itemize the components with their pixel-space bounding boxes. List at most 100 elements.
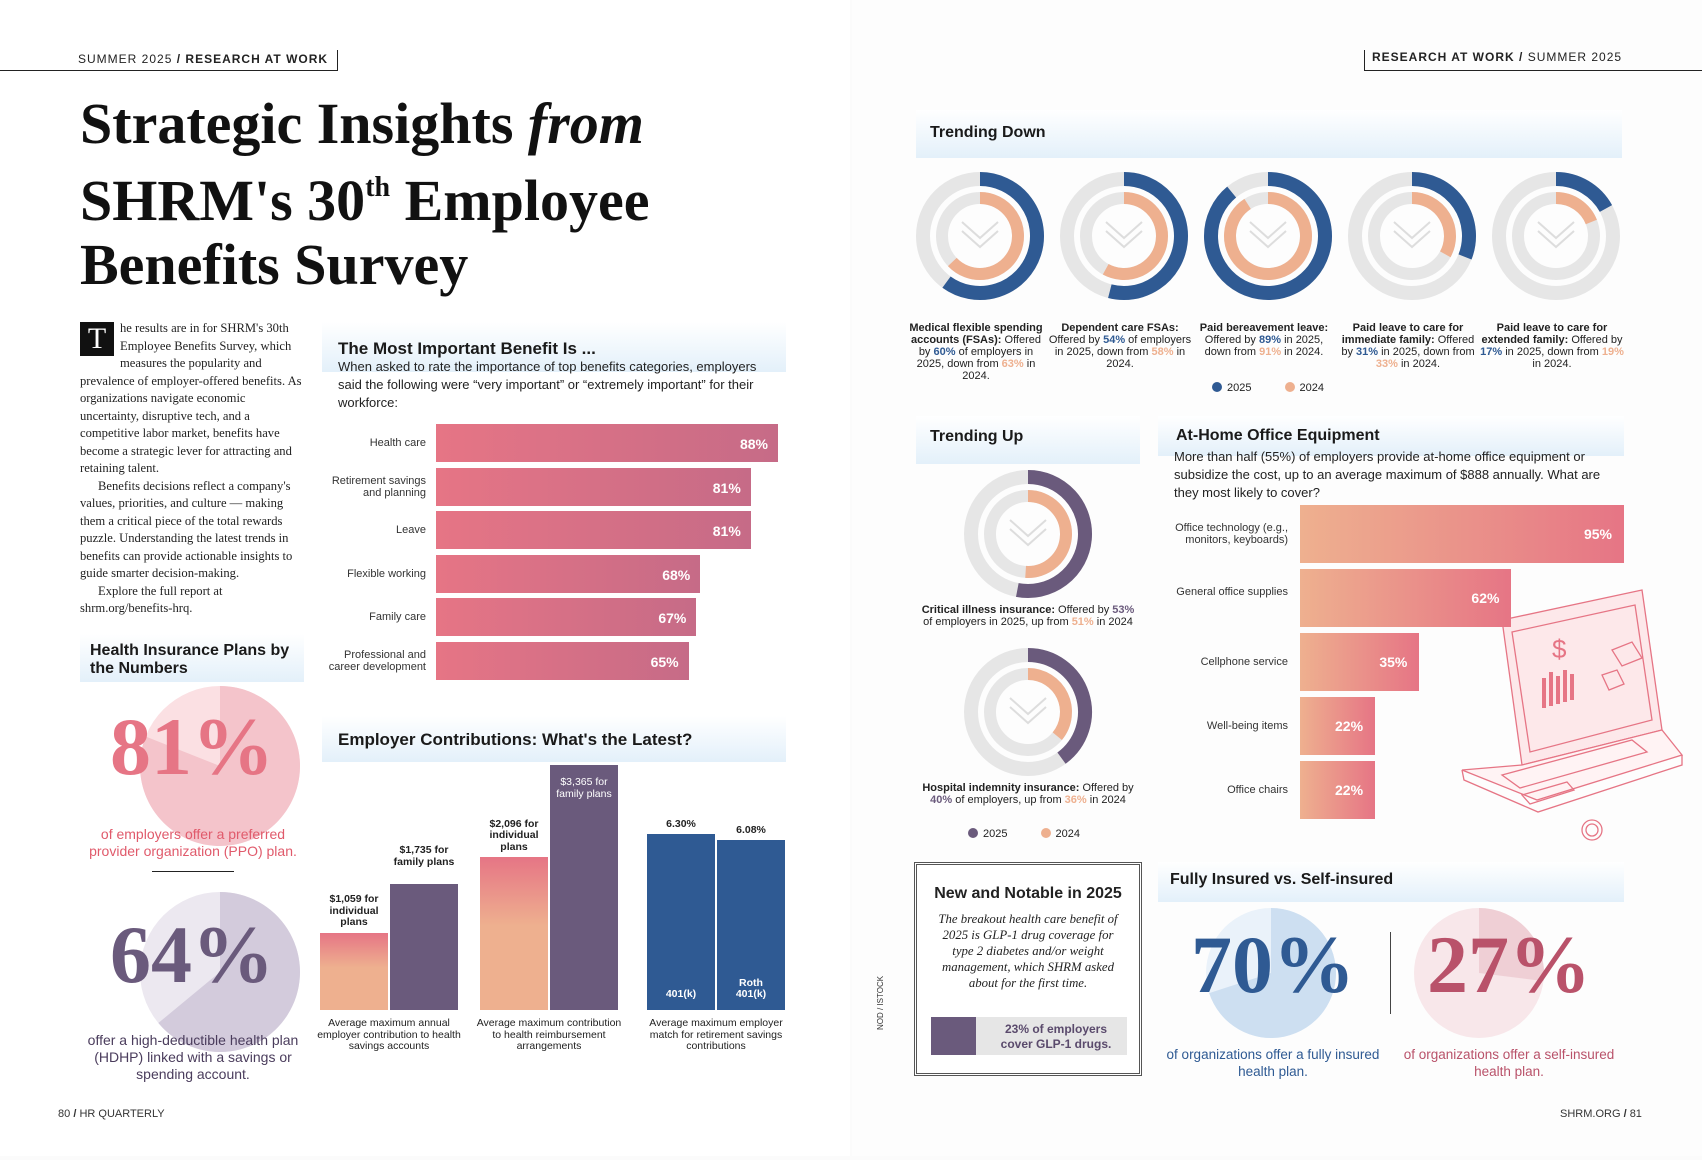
trend-caption: Paid leave to care for extended family: … [1480,322,1624,370]
title-part: Benefits Survey [80,232,469,297]
caption-text: in 2024. [962,358,1036,382]
trend-donut [1060,172,1188,300]
caption-bold: Hospital indemnity insurance: [922,782,1080,794]
running-header-right: RESEARCH AT WORK / SUMMER 2025 [1372,50,1622,64]
caption-bold: Paid leave to care for extended family: [1481,322,1608,346]
intro-paragraph: Explore the full report at shrm.org/bene… [80,583,223,616]
caption-bold: Paid bereavement leave: [1199,322,1329,334]
title-italic: from [527,91,644,156]
important-benefit-heading: The Most Important Benefit Is ... [322,322,786,372]
publication-name: HR QUARTERLY [79,1108,165,1120]
value-2024-arc [1224,192,1312,280]
office-label: Well-being items [1206,720,1288,732]
benefit-label: Flexible working [347,567,426,580]
trend-caption: Dependent care FSAs: Offered by 54% of e… [1048,322,1192,370]
benefit-bar: 81% [436,467,751,506]
caption-text: Offered by [918,334,1042,358]
running-header-left: SUMMER 2025 / RESEARCH AT WORK [78,52,328,66]
trend-caption: Paid bereavement leave: Offered by 89% i… [1192,322,1336,358]
home-office-heading: At-Home Office Equipment [1158,416,1624,456]
value-2024: 51% [1071,616,1094,628]
bar-value-label: $3,365 for family plans [556,776,612,800]
trend-caption: Medical flexible spending accounts (FSAs… [904,322,1048,382]
trend-donut [964,470,1092,598]
value-2024: 36% [1064,794,1087,806]
caption-text: in 2025, down from [1204,334,1324,358]
trend-donut [1348,172,1476,300]
benefit-label: Retirement savings and planning [331,474,426,499]
chevron-icon [1537,221,1575,249]
caption-bold: Paid leave to care for immediate family: [1341,322,1464,346]
trend-donut [1492,172,1620,300]
office-bar: 35% [1300,633,1420,691]
hdhp-caption: offer a high-deductible health plan (HDH… [87,1032,299,1082]
contributions-heading: Employer Contributions: What's the Lates… [322,716,786,762]
caption-text: in 2025, down from [1502,346,1602,358]
drop-cap: T [80,322,114,356]
footer-slash: / [1623,1108,1627,1120]
insured-divider [1390,932,1391,1014]
bar-value-label: 6.30% [666,817,696,830]
value-2024: 58% [1151,346,1174,358]
glp1-bar-fill [931,1017,977,1055]
ppo-stat: 81% [110,701,274,792]
title-part: Strategic Insights [80,91,514,156]
right-page: RESEARCH AT WORK / SUMMER 2025 Trending … [852,0,1702,1156]
value-2024: 19% [1601,346,1624,358]
value-2025-arc [1555,172,1613,213]
page-number: 80 [58,1108,71,1120]
notable-body: The breakout health care benefit of 2025… [938,912,1118,990]
insured-heading: Fully Insured vs. Self-insured [1158,862,1624,902]
value-2024: 91% [1259,346,1282,358]
hdhp-donut-slice [158,892,300,1052]
contribution-bar [550,765,618,1010]
value-2025: 40% [930,794,953,806]
benefit-bar: 67% [436,598,697,636]
caption-text: in 2024. [1106,346,1186,370]
bar-value-label: 6.08% [736,823,766,836]
caption-text: Offered by [1048,334,1104,346]
self-insured-caption: of organizations offer a self-insured he… [1403,1047,1615,1079]
home-office-desc: More than half (55%) of employers provid… [1174,449,1601,500]
header-rule-tick [1364,50,1365,71]
article-title: Strategic Insights from SHRM's 30th Empl… [80,92,780,297]
trend-caption: Paid leave to care for immediate family:… [1336,322,1480,370]
legend-label: 2025 [983,828,1008,840]
trending-up-heading: Trending Up [916,416,1140,464]
value-2025: 60% [933,346,956,358]
contribution-bar [390,883,458,1010]
bar-value-label: $1,059 for individual plans [329,893,379,929]
value-2025-arc [1027,648,1092,764]
caption-text: in 2024. [1281,346,1324,358]
benefit-label: Health care [369,437,426,449]
caption-text: in 2024. [1397,358,1441,370]
contribution-caption: Average maximum contribution to health r… [476,1017,622,1052]
office-label: General office supplies [1176,586,1288,598]
value-2024-arc [1025,490,1072,578]
important-benefit-chart: Health care 88% Retirement savings and pla… [322,424,792,689]
benefit-bar: 88% [436,424,778,462]
chevron-icon [1249,221,1287,249]
benefit-bar: 81% [436,511,751,549]
value-2025-arc [1016,470,1092,598]
contribution-bar [320,932,388,1010]
hdhp-donut [140,892,300,1052]
value-2025-arc [1204,172,1332,300]
laptop-illustration: $ [1461,589,1684,841]
trend-caption: Critical illness insurance: Offered by 5… [920,604,1136,628]
benefit-label: Leave [396,524,426,536]
caption-text: of employers in 2025, down from [1054,334,1192,358]
intro-paragraph: Benefits decisions reflect a company's v… [80,478,293,581]
trend-donut [964,648,1092,776]
contribution-caption: Average maximum annual employer contribu… [317,1017,461,1052]
home-office-chart: Office technology (e.g., monitors, keybo… [1158,505,1628,835]
caption-text: in 2025, down from [1378,346,1475,358]
value-2025-arc [1108,172,1188,300]
legend-2025: 2025 [1212,382,1251,394]
header-rule-tick [337,50,338,71]
caption-bold: Critical illness insurance: [921,604,1055,616]
value-2024: 63% [1001,358,1024,370]
header-rule [0,70,338,71]
